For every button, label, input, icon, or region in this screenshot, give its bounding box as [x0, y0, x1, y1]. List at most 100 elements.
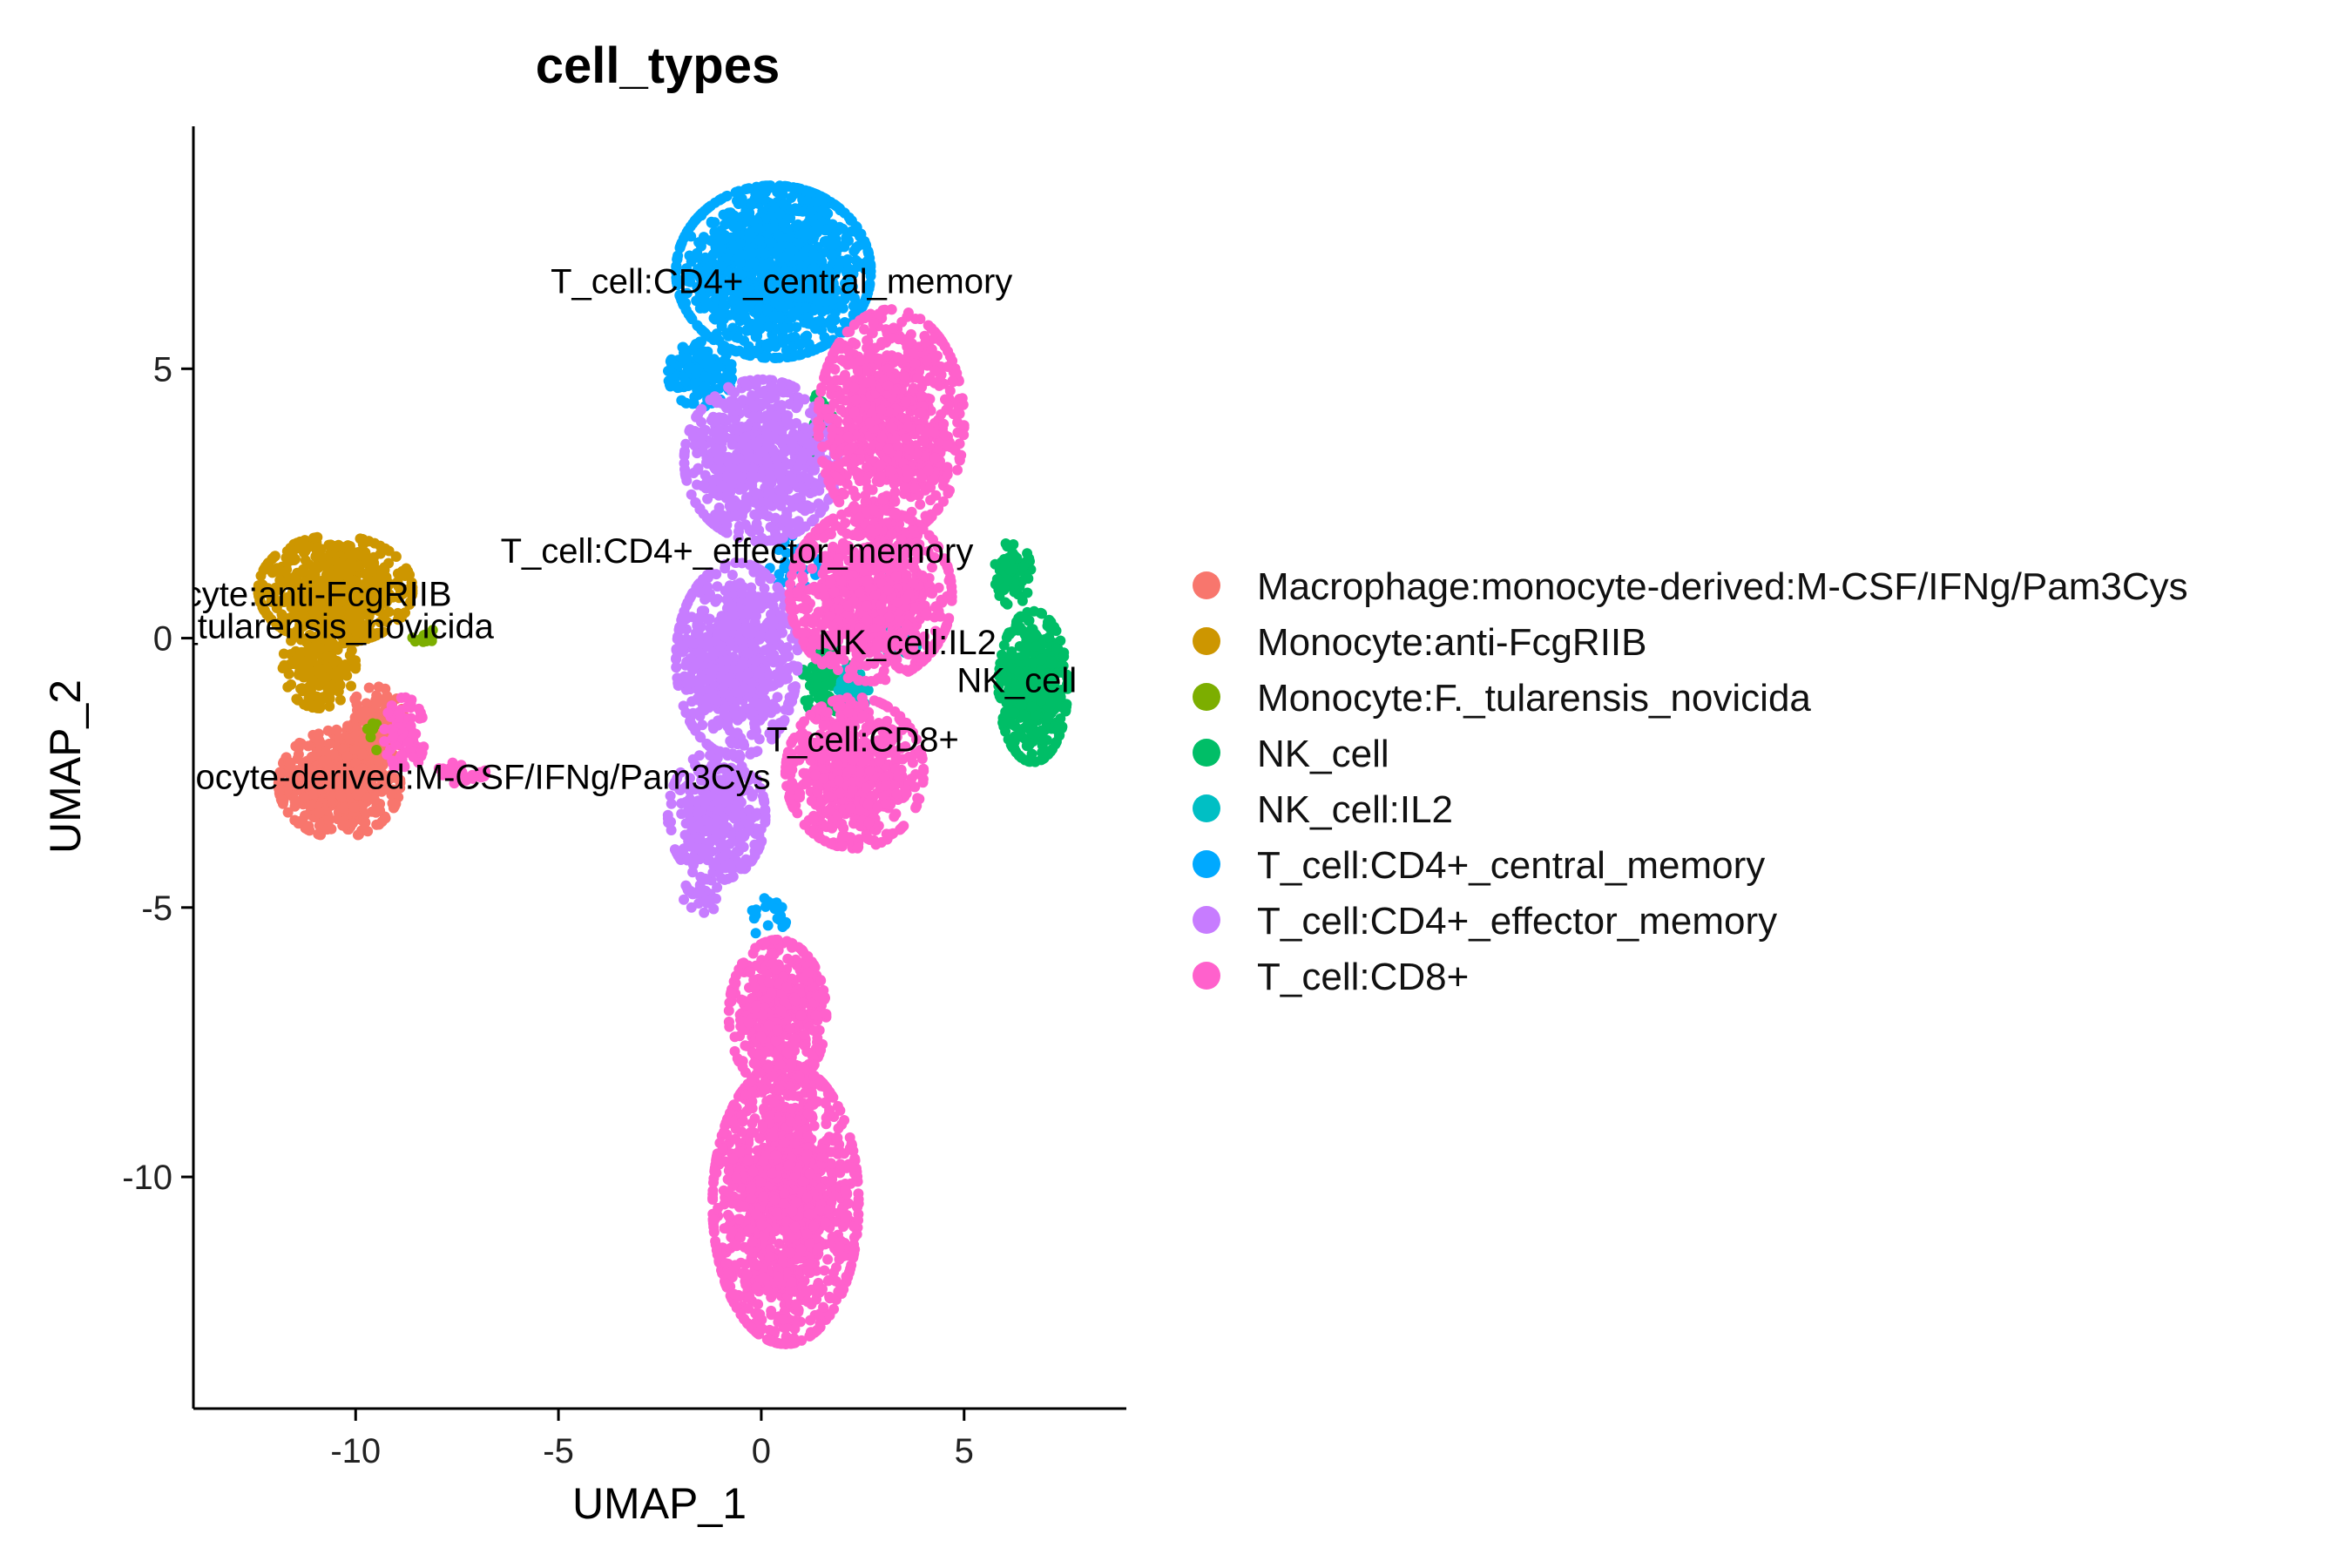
data-point — [747, 905, 758, 916]
data-point — [725, 395, 736, 407]
data-point — [708, 518, 720, 530]
data-point — [719, 704, 730, 715]
data-point — [323, 539, 335, 551]
data-point — [740, 184, 752, 195]
data-point — [1020, 630, 1031, 641]
data-point — [308, 788, 320, 800]
data-point — [818, 340, 829, 351]
data-point — [798, 485, 809, 497]
data-point — [362, 826, 374, 837]
data-point — [722, 368, 733, 379]
data-point — [774, 301, 786, 312]
data-point — [269, 551, 280, 562]
data-point — [774, 311, 785, 322]
data-point — [1016, 699, 1027, 710]
data-point — [713, 247, 724, 259]
data-point — [803, 473, 814, 484]
data-point — [717, 345, 728, 356]
data-point — [690, 339, 701, 349]
data-point — [358, 550, 369, 561]
data-point — [790, 220, 801, 232]
data-point — [768, 352, 780, 363]
data-point — [752, 374, 763, 385]
data-point — [360, 808, 371, 819]
data-point — [769, 903, 781, 915]
data-point — [738, 738, 749, 749]
data-point — [1013, 750, 1024, 761]
data-point — [751, 488, 762, 499]
data-point — [700, 252, 711, 263]
data-point — [369, 794, 381, 806]
data-point — [728, 221, 740, 233]
data-point — [690, 497, 701, 508]
data-point — [828, 238, 840, 249]
data-point — [765, 522, 776, 532]
data-point — [718, 209, 729, 220]
data-point — [395, 777, 406, 788]
data-point — [277, 663, 288, 673]
data-point — [692, 364, 703, 375]
data-point — [767, 336, 779, 348]
data-point — [666, 355, 677, 366]
data-point — [808, 464, 820, 476]
data-point — [687, 398, 699, 409]
series-macrophage-monocyte-derived-m-csf-ifng-pam3cys — [273, 681, 410, 841]
data-point — [311, 777, 322, 788]
data-point — [741, 421, 753, 432]
data-point — [309, 532, 321, 544]
data-point — [335, 694, 346, 706]
data-point — [855, 231, 865, 242]
data-point — [691, 411, 702, 422]
data-point — [837, 223, 848, 234]
data-point — [699, 381, 710, 392]
data-point — [757, 180, 768, 192]
data-point — [695, 240, 706, 252]
data-point — [1030, 710, 1041, 721]
data-point — [370, 700, 382, 711]
data-point — [338, 802, 349, 814]
data-point — [750, 928, 761, 939]
data-point — [330, 556, 341, 567]
data-point — [1009, 707, 1020, 719]
data-point — [762, 920, 774, 931]
data-point — [827, 249, 838, 260]
data-point — [368, 558, 379, 570]
data-point — [778, 199, 789, 211]
data-point — [744, 452, 755, 463]
data-point — [274, 783, 285, 794]
data-point — [830, 199, 841, 211]
data-point — [390, 798, 402, 809]
data-points — [253, 180, 1073, 1349]
data-point — [1006, 646, 1017, 657]
data-point — [774, 232, 786, 243]
data-point — [363, 682, 375, 693]
data-point — [713, 412, 725, 423]
data-point — [1043, 749, 1054, 760]
data-point — [681, 226, 693, 238]
data-point — [800, 185, 811, 196]
data-point — [318, 559, 329, 571]
data-point — [774, 209, 786, 220]
data-point — [730, 414, 740, 425]
data-point — [314, 808, 325, 819]
data-point — [772, 493, 782, 504]
data-point — [766, 237, 777, 248]
data-point — [323, 738, 335, 749]
data-point — [275, 794, 287, 805]
data-point — [335, 783, 346, 794]
data-point — [346, 680, 356, 692]
data-point — [778, 218, 789, 229]
data-point — [800, 422, 810, 433]
data-point — [776, 377, 787, 389]
data-point — [787, 182, 799, 193]
data-point — [793, 305, 804, 316]
data-point — [706, 217, 717, 228]
data-point — [787, 381, 798, 392]
data-point — [341, 663, 352, 674]
data-point — [300, 660, 311, 672]
data-point — [810, 197, 821, 208]
data-point — [324, 688, 335, 700]
data-point — [375, 805, 386, 816]
data-point — [1042, 620, 1053, 632]
